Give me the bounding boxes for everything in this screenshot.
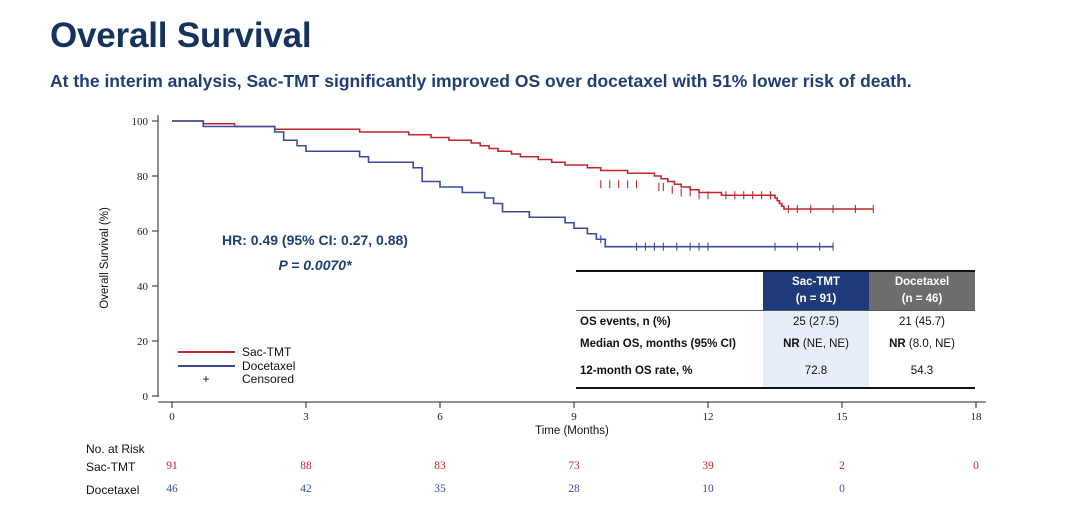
hazard-ratio-annotation: HR: 0.49 (95% CI: 0.27, 0.88) [222, 232, 408, 248]
stats-cell-sac: NR (NE, NE) [763, 333, 869, 355]
risk-value-doc: 0 [839, 483, 845, 495]
risk-row-label-doc: Docetaxel [86, 483, 140, 497]
risk-value-sac: 73 [568, 460, 580, 472]
legend-censor-icon: + [202, 372, 209, 386]
stats-row-12mo-rate: 12-month OS rate, % 72.8 54.3 [576, 355, 975, 388]
stats-header-blank [576, 271, 763, 311]
risk-value-doc: 46 [166, 483, 178, 495]
stats-cell-doc-rest: (8.0, NE) [905, 338, 955, 350]
stats-header-doc: Docetaxel (n = 46) [869, 271, 975, 311]
risk-value-doc: 35 [434, 483, 446, 495]
risk-value-sac: 0 [973, 460, 979, 472]
risk-value-sac: 83 [434, 460, 446, 472]
stats-cell-sac: 25 (27.5) [763, 310, 869, 333]
legend: Sac-TMT Docetaxel + Censored [178, 345, 295, 386]
stats-table: Sac-TMT (n = 91) Docetaxel (n = 46) OS e… [576, 270, 975, 389]
x-tick-label: 15 [837, 411, 849, 423]
risk-value-sac: 91 [166, 460, 178, 472]
legend-label-doc: Docetaxel [242, 359, 295, 373]
x-tick-label: 12 [703, 411, 714, 423]
stats-header-row: Sac-TMT (n = 91) Docetaxel (n = 46) [576, 271, 975, 311]
page-title: Overall Survival [50, 16, 312, 55]
x-axis-label: Time (Months) [535, 425, 609, 437]
stats-header-sac-n: (n = 91) [795, 293, 837, 305]
y-tick-label: 60 [137, 226, 149, 238]
stats-row-label: OS events, n (%) [576, 310, 763, 333]
stats-row-os-events: OS events, n (%) 25 (27.5) 21 (45.7) [576, 310, 975, 333]
stats-header-sac: Sac-TMT (n = 91) [763, 271, 869, 311]
stats-cell-doc: NR (8.0, NE) [869, 333, 975, 355]
page-subtitle: At the interim analysis, Sac-TMT signifi… [50, 71, 912, 91]
y-tick-label: 80 [137, 171, 149, 183]
risk-value-doc: 10 [702, 483, 714, 495]
stats-cell-sac: 72.8 [763, 355, 869, 388]
risk-table-title: No. at Risk [86, 442, 145, 456]
stats-cell-sac-bold: NR [783, 338, 800, 350]
stats-cell-doc: 54.3 [910, 365, 934, 377]
risk-row-label-sac: Sac-TMT [86, 460, 136, 474]
stats-row-label: Median OS, months (95% CI) [580, 338, 736, 350]
y-tick-label: 40 [137, 281, 149, 293]
legend-label-censored: Censored [242, 372, 294, 386]
curve-doc [172, 120, 834, 248]
stats-cell-doc-bold: NR [889, 338, 906, 350]
x-tick-label: 3 [303, 411, 309, 423]
chart-curves [172, 120, 874, 248]
p-value-annotation: P = 0.0070* [278, 257, 352, 273]
y-tick-label: 0 [143, 391, 149, 403]
stats-header-doc-name: Docetaxel [894, 276, 950, 288]
stats-row-median-os: Median OS, months (95% CI) NR (NE, NE) N… [576, 333, 975, 355]
stats-cell-sac-rest: (NE, NE) [799, 338, 849, 350]
p-value: P = 0.0070* [278, 257, 352, 273]
risk-value-doc: 28 [568, 483, 580, 495]
y-tick-label: 100 [132, 116, 149, 128]
risk-value-sac: 2 [839, 460, 845, 472]
stats-cell-doc: 21 (45.7) [869, 310, 975, 333]
stats-row-label: 12-month OS rate, % [580, 365, 693, 377]
chart-axes: 0 20 40 60 80 100 0 3 6 9 12 15 18 [132, 115, 986, 423]
y-axis-label: Overall Survival (%) [99, 207, 111, 309]
stats-header-sac-name: Sac-TMT [792, 276, 840, 288]
chart-censor-marks [600, 180, 874, 251]
stats-header-doc-n: (n = 46) [901, 293, 943, 305]
x-tick-label: 6 [437, 411, 443, 423]
legend-label-sac: Sac-TMT [242, 345, 292, 359]
x-tick-label: 9 [571, 411, 577, 423]
x-tick-label: 0 [169, 411, 175, 423]
y-tick-label: 20 [137, 336, 149, 348]
risk-value-sac: 39 [702, 460, 714, 472]
curve-sac [172, 120, 874, 210]
risk-value-doc: 42 [300, 483, 312, 495]
risk-value-sac: 88 [300, 460, 312, 472]
x-tick-label: 18 [971, 411, 983, 423]
